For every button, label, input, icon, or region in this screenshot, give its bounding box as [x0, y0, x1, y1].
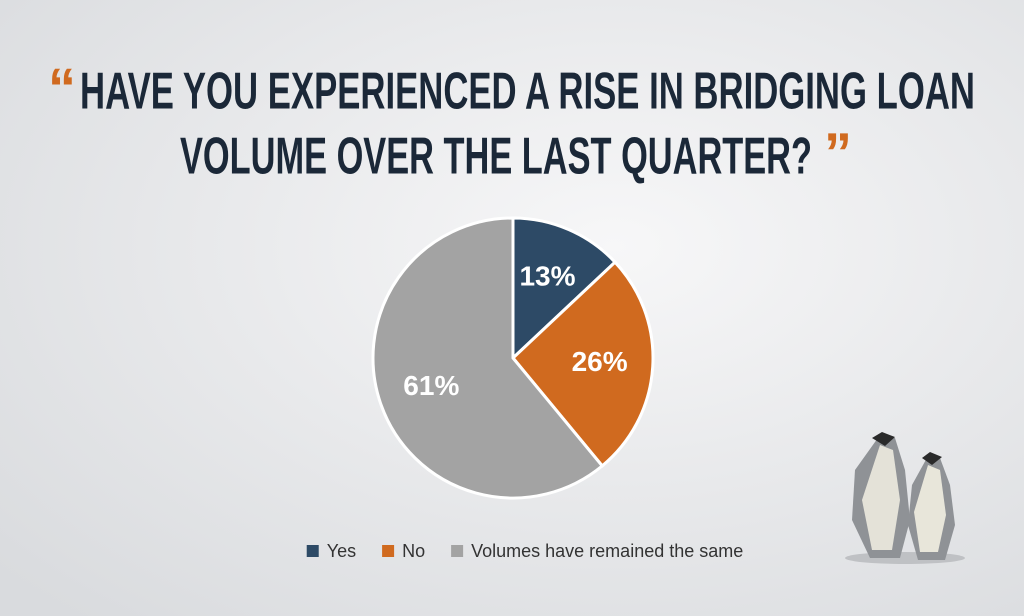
data-label: 13%: [519, 261, 575, 292]
pie-slice: [511, 216, 618, 362]
legend-label: No: [402, 541, 425, 561]
legend-swatch: [382, 545, 395, 557]
close-quote: ”: [824, 121, 852, 184]
penguins: [845, 432, 965, 564]
legend-label: Yes: [327, 541, 356, 561]
data-label: 61%: [403, 370, 459, 401]
legend-swatch: [451, 545, 464, 557]
data-label: 26%: [572, 346, 628, 377]
chart-title: HAVE YOU EXPERIENCED A RISE IN BRIDGING …: [80, 63, 975, 121]
chart-title: VOLUME OVER THE LAST QUARTER?: [180, 128, 812, 186]
legend-swatch: [306, 545, 319, 557]
pie-slice: [371, 216, 605, 500]
open-quote: “: [48, 56, 76, 119]
legend-label: Volumes have remained the same: [471, 541, 743, 561]
pie-slice: [510, 260, 655, 468]
